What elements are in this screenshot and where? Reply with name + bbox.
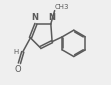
- Text: O: O: [15, 65, 21, 74]
- Text: H: H: [14, 49, 19, 55]
- Text: N: N: [31, 13, 38, 22]
- Text: N: N: [48, 13, 55, 22]
- Text: CH3: CH3: [55, 4, 70, 10]
